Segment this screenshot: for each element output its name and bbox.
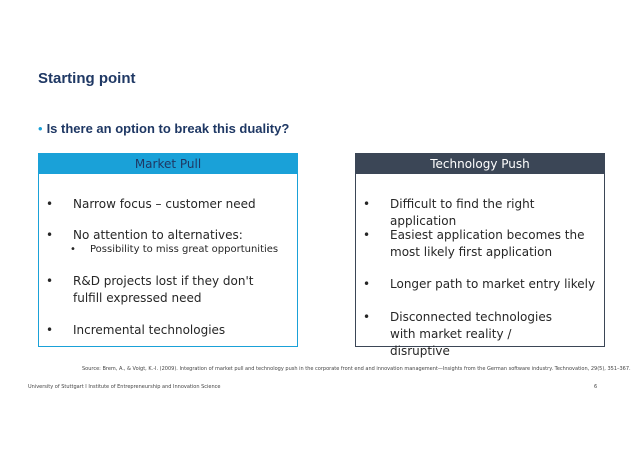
list-item-text: Difficult to find the right application [390, 197, 535, 228]
list-item: • Disconnected technologies with market … [363, 309, 573, 360]
bullet-marker: • [46, 323, 54, 337]
list-item: • R&D projects lost if they don't fulfil… [46, 273, 286, 307]
list-item-text: R&D projects lost if they don't fulfill … [73, 274, 254, 305]
market-pull-box: Market Pull [38, 153, 298, 347]
list-item-text: Disconnected technologies with market re… [390, 310, 552, 358]
question-text: Is there an option to break this duality… [46, 121, 290, 136]
technology-push-header: Technology Push [356, 154, 604, 174]
bullet-marker: • [46, 228, 54, 242]
list-item: • Narrow focus – customer need [46, 196, 296, 213]
bullet-marker: • [363, 228, 371, 242]
bullet-marker: • [46, 274, 54, 288]
bullet-marker: • [70, 244, 76, 255]
bullet-marker: • [46, 197, 54, 211]
list-item: • Easiest application becomes the most l… [363, 227, 603, 261]
bullet-marker: • [363, 310, 371, 324]
list-item: • Longer path to market entry likely [363, 276, 603, 293]
list-item-text: Incremental technologies [73, 323, 226, 337]
list-item: • Incremental technologies [46, 322, 296, 339]
list-item-text: Longer path to market entry likely [390, 277, 596, 291]
list-item: • No attention to alternatives: [46, 227, 296, 244]
list-item-text: Possibility to miss great opportunities [90, 244, 279, 255]
bullet-marker: • [38, 121, 43, 136]
market-pull-header: Market Pull [39, 154, 297, 174]
source-citation: Source: Brem, A., & Voigt, K.-I. (2009).… [82, 366, 631, 372]
list-item: • Difficult to find the right applicatio… [363, 196, 603, 230]
slide-title: Starting point [38, 70, 136, 87]
sub-list-item: • Possibility to miss great opportunitie… [70, 243, 296, 256]
question-bullet: • Is there an option to break this dualit… [38, 121, 289, 136]
page-number: 6 [594, 384, 598, 390]
technology-push-box: Technology Push [355, 153, 605, 347]
list-item-text: No attention to alternatives: [73, 228, 243, 242]
list-item-text: Easiest application becomes the most lik… [390, 228, 585, 259]
list-item-text: Narrow focus – customer need [73, 197, 256, 211]
bullet-marker: • [363, 277, 371, 291]
footer-institution: University of Stuttgart I Institute of E… [28, 384, 221, 390]
bullet-marker: • [363, 197, 371, 211]
